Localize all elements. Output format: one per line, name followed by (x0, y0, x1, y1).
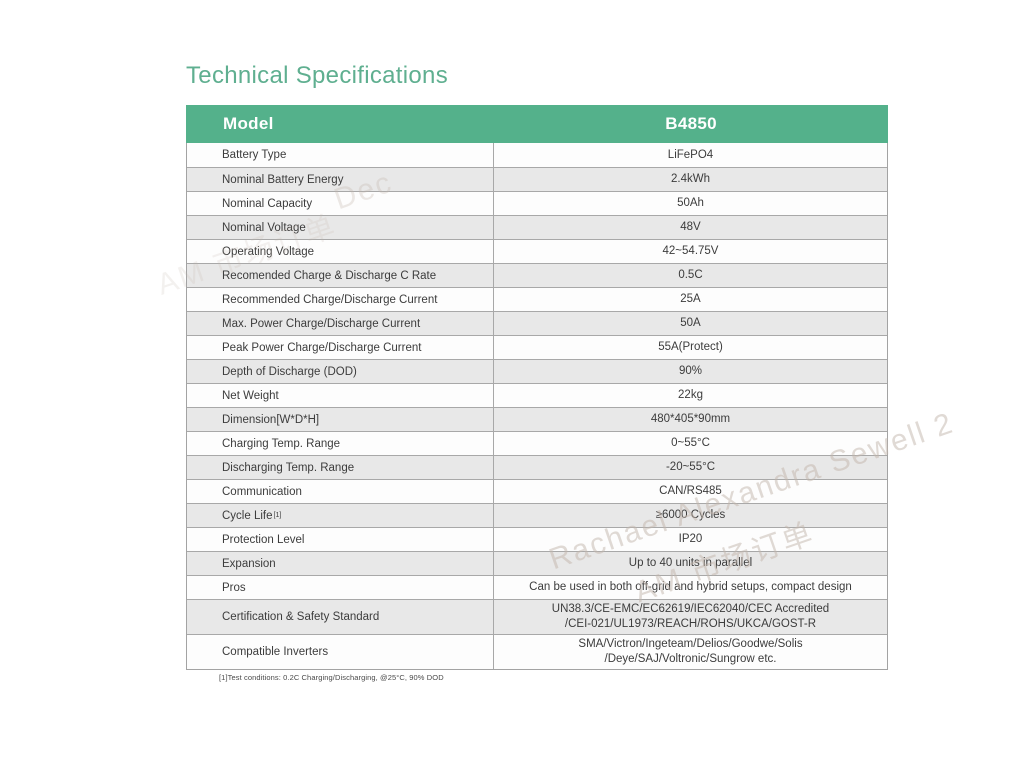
table-header-row: Model B4850 (186, 105, 888, 143)
table-row: Dimension[W*D*H] 480*405*90mm (187, 407, 887, 431)
spec-label: Pros (187, 576, 494, 599)
spec-label: Recomended Charge & Discharge C Rate (187, 264, 494, 287)
spec-label: Discharging Temp. Range (187, 456, 494, 479)
table-row: Nominal Voltage 48V (187, 215, 887, 239)
spec-label: Communication (187, 480, 494, 503)
spec-label: Recommended Charge/Discharge Current (187, 288, 494, 311)
spec-value: UN38.3/CE-EMC/EC62619/IEC62040/CEC Accre… (551, 603, 830, 630)
table-row: Nominal Battery Energy 2.4kWh (187, 167, 887, 191)
header-model-label: Model (223, 114, 274, 133)
spec-value: CAN/RS485 (659, 485, 722, 497)
spec-value: 55A(Protect) (658, 341, 723, 353)
table-row: Net Weight 22kg (187, 383, 887, 407)
table-row: Max. Power Charge/Discharge Current 50A (187, 311, 887, 335)
table-row: Peak Power Charge/Discharge Current 55A(… (187, 335, 887, 359)
spec-value: ≥6000 Cycles (655, 509, 726, 521)
table-row: Battery Type LiFePO4 (187, 143, 887, 167)
spec-value: -20~55°C (665, 461, 716, 473)
spec-label: Operating Voltage (187, 240, 494, 263)
spec-label: Certification & Safety Standard (187, 600, 494, 634)
table-row: Charging Temp. Range 0~55°C (187, 431, 887, 455)
header-model-value: B4850 (665, 114, 717, 133)
table-row: Operating Voltage 42~54.75V (187, 239, 887, 263)
spec-value: 22kg (678, 389, 703, 401)
spec-label: Cycle Life [1] (187, 504, 494, 527)
spec-value: Can be used in both off-grid and hybrid … (529, 581, 852, 593)
table-row: Compatible Inverters SMA/Victron/Ingetea… (187, 634, 887, 669)
spec-label: Expansion (187, 552, 494, 575)
table-row: Expansion Up to 40 units in parallel (187, 551, 887, 575)
table-row: Nominal Capacity 50Ah (187, 191, 887, 215)
spec-value: 2.4kWh (671, 173, 710, 185)
table-row: Communication CAN/RS485 (187, 479, 887, 503)
table-row: Pros Can be used in both off-grid and hy… (187, 575, 887, 599)
spec-value: 50A (680, 317, 701, 329)
spec-label: Nominal Battery Energy (187, 168, 494, 191)
spec-table: Model B4850 Battery Type LiFePO4 Nominal… (186, 105, 888, 670)
table-row: Discharging Temp. Range -20~55°C (187, 455, 887, 479)
spec-label: Nominal Capacity (187, 192, 494, 215)
spec-label: Depth of Discharge (DOD) (187, 360, 494, 383)
spec-value: 50Ah (677, 197, 704, 209)
table-row: Cycle Life [1] ≥6000 Cycles (187, 503, 887, 527)
spec-value: 90% (678, 365, 703, 377)
spec-value: 480*405*90mm (650, 413, 731, 425)
spec-sheet: Technical Specifications Model B4850 Bat… (186, 62, 888, 682)
spec-value: 48V (680, 221, 701, 233)
spec-label: Dimension[W*D*H] (187, 408, 494, 431)
spec-value: 25A (680, 293, 701, 305)
spec-value: Up to 40 units in parallel (628, 557, 753, 569)
spec-label: Charging Temp. Range (187, 432, 494, 455)
table-row: Recommended Charge/Discharge Current 25A (187, 287, 887, 311)
spec-value: 42~54.75V (662, 245, 719, 257)
spec-label: Net Weight (187, 384, 494, 407)
spec-label: Nominal Voltage (187, 216, 494, 239)
page-title: Technical Specifications (186, 62, 449, 89)
table-row: Depth of Discharge (DOD) 90% (187, 359, 887, 383)
spec-label: Protection Level (187, 528, 494, 551)
spec-label: Battery Type (187, 143, 494, 167)
spec-table-body: Battery Type LiFePO4 Nominal Battery Ene… (187, 143, 887, 669)
footnote: [1]Test conditions: 0.2C Charging/Discha… (219, 673, 444, 682)
table-row: Certification & Safety Standard UN38.3/C… (187, 599, 887, 634)
table-row: Recomended Charge & Discharge C Rate 0.5… (187, 263, 887, 287)
table-row: Protection Level IP20 (187, 527, 887, 551)
spec-value: LiFePO4 (667, 148, 714, 161)
spec-value: IP20 (678, 533, 703, 545)
spec-label: Max. Power Charge/Discharge Current (187, 312, 494, 335)
spec-label: Peak Power Charge/Discharge Current (187, 336, 494, 359)
spec-value: 0.5C (678, 269, 703, 281)
spec-value: 0~55°C (671, 437, 710, 449)
spec-value: SMA/Victron/Ingeteam/Delios/Goodwe/Solis… (578, 638, 803, 665)
spec-label: Compatible Inverters (187, 635, 494, 669)
